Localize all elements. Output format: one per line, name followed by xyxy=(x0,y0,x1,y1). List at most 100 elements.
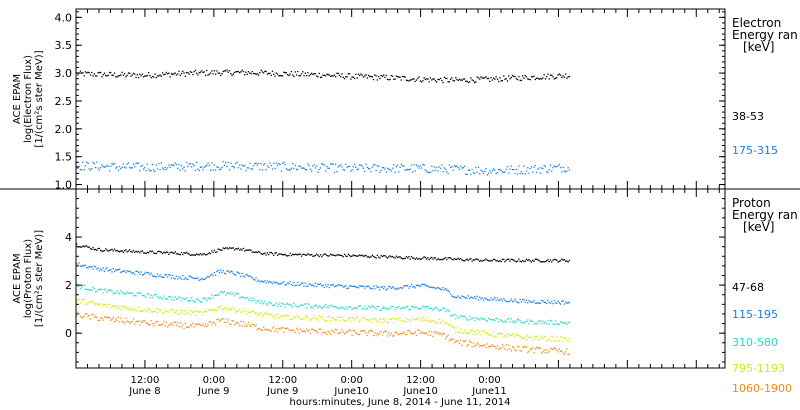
data-point xyxy=(247,299,250,301)
data-point xyxy=(89,169,92,171)
data-point xyxy=(439,258,442,261)
data-point xyxy=(510,76,512,79)
data-point xyxy=(509,334,511,336)
data-point xyxy=(137,250,140,252)
data-point xyxy=(463,329,466,331)
data-point xyxy=(436,287,438,289)
data-point xyxy=(476,342,478,344)
data-point xyxy=(144,252,146,254)
data-point xyxy=(456,78,458,81)
data-point xyxy=(231,74,233,76)
data-point xyxy=(273,314,275,316)
data-point xyxy=(342,76,344,78)
data-point xyxy=(467,319,469,321)
data-point xyxy=(163,295,165,297)
data-point xyxy=(196,323,198,325)
data-point xyxy=(559,303,562,305)
data-point xyxy=(465,259,467,261)
data-point xyxy=(121,320,123,323)
data-point xyxy=(172,164,174,167)
data-point xyxy=(139,170,141,172)
data-point xyxy=(92,161,94,164)
data-point xyxy=(465,339,467,342)
data-point xyxy=(178,313,180,315)
data-point xyxy=(432,309,434,311)
data-point xyxy=(455,165,457,168)
data-point xyxy=(184,170,186,172)
data-point xyxy=(209,309,212,311)
data-point xyxy=(169,323,171,325)
data-point xyxy=(225,161,227,164)
data-point xyxy=(491,319,493,321)
data-point xyxy=(455,77,457,79)
data-point xyxy=(383,306,385,308)
data-point xyxy=(558,324,560,326)
data-point xyxy=(499,347,501,349)
data-point xyxy=(236,70,238,73)
data-point xyxy=(113,162,116,165)
data-point xyxy=(494,259,496,261)
data-point xyxy=(144,308,146,310)
data-point xyxy=(541,261,543,263)
data-point xyxy=(400,79,402,81)
data-point xyxy=(532,76,534,78)
data-point xyxy=(158,297,160,299)
data-point xyxy=(141,73,143,75)
data-point xyxy=(508,334,510,336)
data-point xyxy=(110,307,112,309)
data-point xyxy=(557,300,559,302)
data-point xyxy=(380,255,382,257)
data-point xyxy=(311,284,313,286)
data-point xyxy=(226,292,228,294)
data-point xyxy=(222,160,224,163)
data-point xyxy=(294,253,296,255)
data-point xyxy=(240,248,242,250)
data-point xyxy=(338,332,341,334)
data-point xyxy=(273,162,275,165)
data-point xyxy=(282,254,284,256)
data-point xyxy=(184,322,186,325)
data-point xyxy=(565,301,567,303)
data-point xyxy=(359,164,361,166)
data-point xyxy=(495,317,497,319)
data-point xyxy=(390,287,392,289)
data-point xyxy=(245,169,247,172)
data-point xyxy=(518,258,520,260)
data-point xyxy=(304,254,306,256)
data-point xyxy=(96,161,98,163)
data-point xyxy=(355,73,357,76)
data-point xyxy=(164,298,166,300)
data-point xyxy=(460,314,462,316)
data-point xyxy=(117,308,119,310)
data-point xyxy=(116,76,118,78)
data-point xyxy=(76,243,78,245)
data-point xyxy=(532,320,534,323)
data-point xyxy=(532,301,534,303)
data-point xyxy=(156,75,159,77)
data-point xyxy=(153,325,155,327)
data-point xyxy=(198,311,200,313)
data-point xyxy=(408,320,410,322)
data-point xyxy=(257,162,260,164)
data-point xyxy=(175,324,178,326)
data-point xyxy=(498,348,500,351)
data-point xyxy=(489,318,491,321)
data-point xyxy=(255,277,257,279)
data-point xyxy=(438,287,440,289)
data-point xyxy=(514,298,516,300)
data-point xyxy=(538,339,540,341)
data-point xyxy=(506,300,509,303)
data-point xyxy=(82,317,84,319)
data-point xyxy=(194,254,197,256)
data-point xyxy=(370,171,372,173)
data-point xyxy=(433,286,435,288)
data-point xyxy=(167,251,169,253)
data-point xyxy=(379,171,381,173)
data-point xyxy=(385,256,387,258)
data-point xyxy=(405,321,408,323)
data-point xyxy=(485,258,487,260)
data-point xyxy=(184,277,186,279)
data-point xyxy=(312,284,314,286)
data-point xyxy=(422,332,424,334)
